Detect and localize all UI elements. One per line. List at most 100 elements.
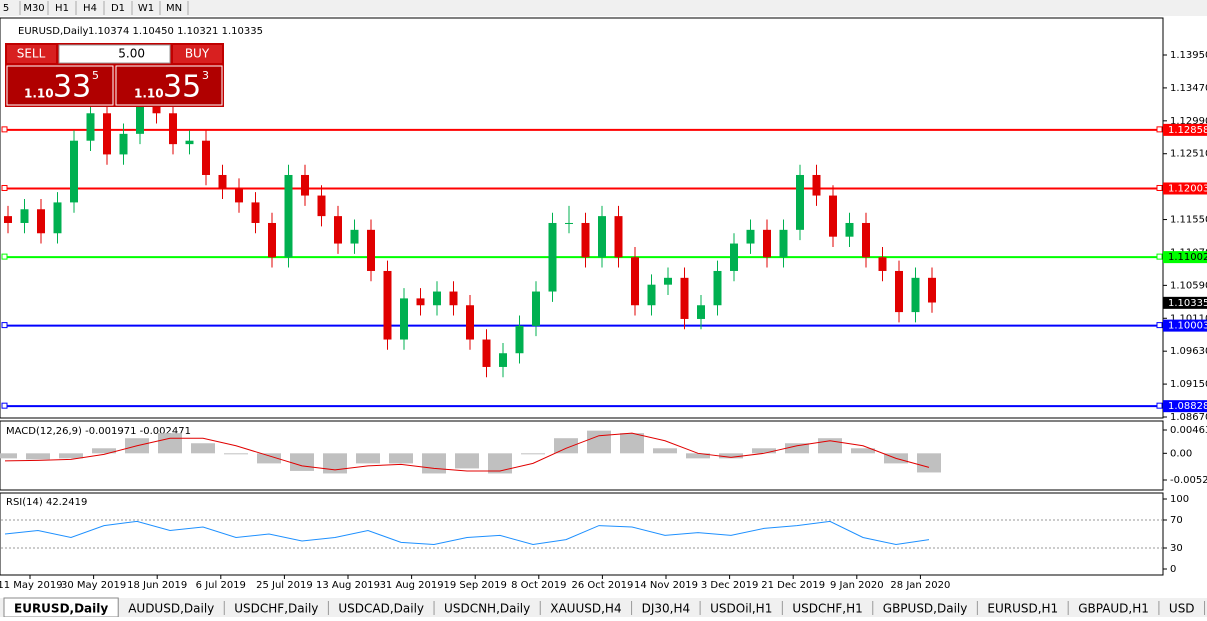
macd-bar [686, 453, 710, 459]
tab-label[interactable]: GBPUSD,Daily [883, 602, 968, 616]
bid-pips: 33 [53, 70, 91, 105]
timeframe[interactable]: 5 [3, 3, 9, 14]
tab-label[interactable]: USDCHF,H1 [792, 602, 862, 616]
date-label: 19 Sep 2019 [444, 580, 507, 591]
bid-box[interactable] [6, 65, 114, 106]
macd-tick-label: 0.00 [1170, 448, 1192, 459]
buy-label: BUY [185, 47, 210, 61]
timeframe[interactable]: W1 [138, 3, 154, 14]
price-tick-label: 1.10590 [1170, 280, 1207, 291]
level-handle [1, 253, 8, 260]
candle-body [730, 243, 738, 271]
timeframe[interactable]: H4 [83, 3, 97, 14]
ask-box[interactable] [115, 65, 223, 106]
macd-pane [0, 420, 1164, 491]
sell-button[interactable] [7, 45, 56, 63]
candle-body [532, 291, 540, 326]
candle-body [301, 174, 309, 196]
ask-pips: 35 [163, 70, 201, 105]
macd-bar [488, 453, 512, 474]
candle-body [218, 174, 227, 189]
candle-body [251, 202, 260, 223]
level-handle [1, 184, 8, 191]
tab-label[interactable]: DJ30,H4 [642, 602, 691, 616]
macd-bar [752, 448, 776, 454]
level-label-bg [1163, 123, 1207, 136]
volume: 5.00 [118, 47, 145, 61]
macd-bar [587, 430, 611, 454]
rsi-tick-label: 30 [1170, 543, 1183, 554]
macd-bar [389, 453, 413, 464]
level-handle [1156, 126, 1163, 133]
volume-input[interactable] [58, 44, 171, 64]
ask-frac: 3 [202, 69, 209, 82]
timeframe[interactable]: H1 [55, 3, 69, 14]
candle-body [383, 270, 392, 340]
candle-body [515, 325, 524, 354]
date-label: 3 Dec 2019 [701, 580, 759, 591]
tab-label[interactable]: AUDUSD,Daily [128, 602, 214, 616]
level-handle [1156, 322, 1163, 329]
macd-bar [323, 453, 347, 474]
tab-label[interactable]: XAUUSD,H4 [550, 602, 621, 616]
price-tick-label: 1.12510 [1170, 149, 1207, 160]
tab-label[interactable]: GBPAUD,H1 [1078, 602, 1149, 616]
candle-body [647, 284, 656, 306]
candle-body [350, 229, 359, 244]
candle-body [202, 140, 210, 175]
candle-body [862, 222, 870, 258]
macd-bar [422, 453, 446, 474]
date-label: 14 Nov 2019 [634, 580, 698, 591]
symbol: EURUSD,Daily [18, 26, 89, 37]
timeframe[interactable]: D1 [111, 3, 125, 14]
candle-body [86, 113, 95, 141]
date-label: 28 Jan 2020 [890, 580, 950, 591]
tab-label[interactable]: USDCNH,Daily [444, 602, 530, 616]
price-tick-label: 1.13470 [1170, 83, 1207, 94]
candle-body [812, 174, 821, 196]
candle-body [37, 209, 45, 234]
candle-body [845, 222, 854, 237]
macd-bar [521, 453, 545, 455]
rsi-label: RSI(14) 42.2419 [6, 497, 87, 508]
candle-body [829, 195, 837, 237]
candle-body [713, 270, 722, 306]
timeframe[interactable]: M30 [23, 3, 44, 14]
tab-label[interactable]: USD [1169, 602, 1195, 616]
rsi-tick-label: 100 [1170, 494, 1189, 505]
bid-big: 1.10 [24, 87, 54, 101]
ask-big: 1.10 [134, 87, 164, 101]
macd-tick-label: -0.005299 [1170, 475, 1207, 486]
candle-body [697, 305, 705, 319]
tab-label[interactable]: EURUSD,H1 [987, 602, 1058, 616]
date-label: 8 Oct 2019 [511, 580, 566, 591]
tab-label[interactable]: USDCHF,Daily [234, 602, 318, 616]
candle-body [878, 257, 887, 271]
candle-body [581, 222, 590, 258]
level-handle [1, 322, 8, 329]
date-label: 18 Jun 2019 [127, 580, 187, 591]
macd-bar [224, 453, 248, 455]
price-tick-label: 1.13950 [1170, 50, 1207, 61]
candle-body [334, 216, 342, 244]
candle-body [466, 305, 474, 340]
macd-bar [719, 453, 743, 459]
candle-body [433, 291, 441, 306]
level-label: 1.11002 [1168, 252, 1207, 263]
tab-label[interactable]: EURUSD,Daily [14, 602, 108, 616]
candle-body [664, 277, 672, 285]
candle-body [367, 229, 375, 271]
candle-body [499, 353, 507, 367]
macd-bar [59, 453, 83, 459]
date-label: 9 Jan 2020 [830, 580, 884, 591]
timeframe[interactable]: MN [166, 3, 182, 14]
macd-bar [455, 453, 479, 469]
candle-body [631, 257, 639, 306]
current-price: 1.10335 [1168, 298, 1207, 309]
tab-label[interactable]: USDOil,H1 [710, 602, 772, 616]
buy-button[interactable] [173, 45, 222, 63]
macd-tick-label: 0.00463 [1170, 425, 1207, 436]
tab-label[interactable]: USDCAD,Daily [338, 602, 424, 616]
macd-bar [257, 453, 281, 464]
candle-body [70, 140, 78, 203]
